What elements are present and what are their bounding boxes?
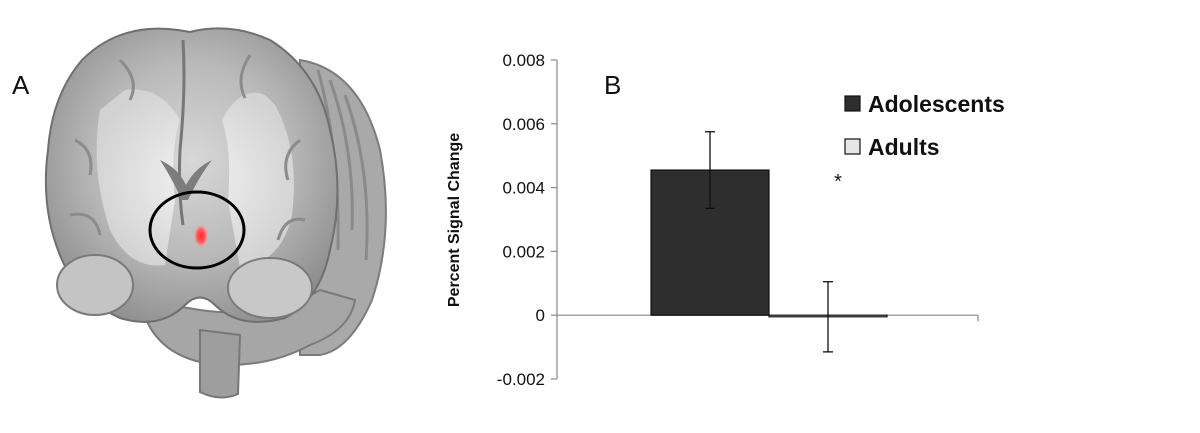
brain-stem: [200, 330, 240, 398]
bars: [651, 170, 887, 317]
y-ticks: [551, 60, 557, 379]
panel-b-label: B: [604, 70, 621, 100]
legend-label-adults: Adults: [868, 134, 940, 160]
y-tick-label: 0.008: [502, 51, 545, 70]
panel-a-label: A: [12, 70, 30, 100]
legend-swatch-adolescents: [845, 96, 860, 111]
y-tick-label: 0.002: [502, 242, 545, 261]
y-tick-label: 0.006: [502, 115, 545, 134]
y-tick-label: 0: [536, 306, 545, 325]
panel-a: A: [12, 28, 386, 397]
y-tick-label: 0.004: [502, 179, 545, 198]
brain-temporal-left: [57, 255, 133, 315]
y-tick-labels: -0.002 0 0.002 0.004 0.006 0.008: [497, 51, 545, 389]
legend-label-adolescents: Adolescents: [868, 91, 1005, 117]
legend-swatch-adults: [845, 139, 860, 154]
legend: Adolescents Adults: [845, 91, 1005, 160]
y-tick-label: -0.002: [497, 370, 545, 389]
brain-image: [46, 28, 386, 397]
significance-marker: *: [834, 171, 842, 193]
brain-temporal-right: [228, 258, 312, 318]
panel-b: B Percent Signal Change -0.002 0 0.002 0.00…: [446, 51, 1005, 389]
activation-hotspot: [194, 225, 208, 247]
y-axis-label: Percent Signal Change: [446, 133, 463, 307]
